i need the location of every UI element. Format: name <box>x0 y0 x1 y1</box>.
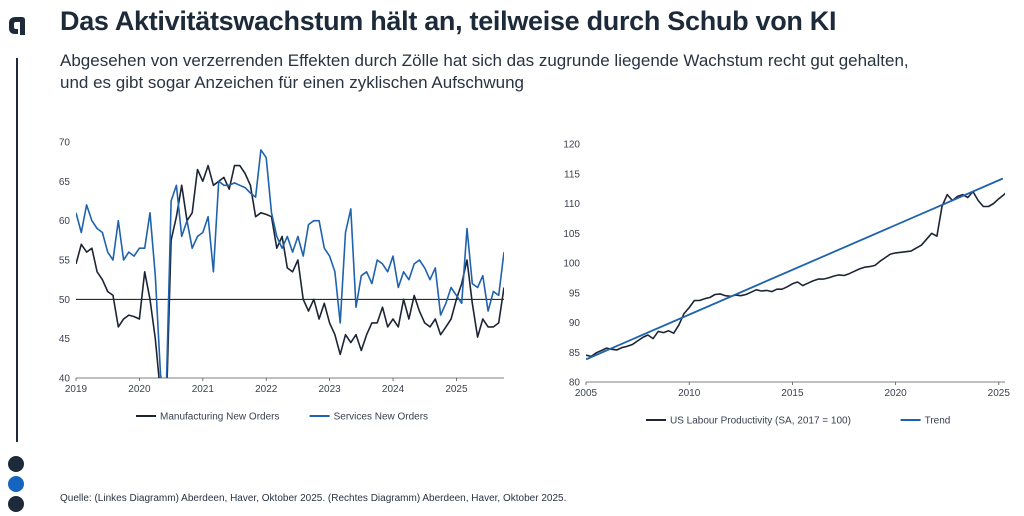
page-title: Das Aktivitätswachstum hält an, teilweis… <box>60 6 837 36</box>
nav-dot-3 <box>8 496 24 512</box>
legend-label: US Labour Productivity (SA, 2017 = 100) <box>670 416 851 427</box>
y-tick-label: 55 <box>59 256 71 267</box>
y-tick-label: 85 <box>569 348 581 359</box>
subtitle-line-1: Abgesehen von verzerrenden Effekten durc… <box>60 51 909 70</box>
y-tick-label: 65 <box>59 177 71 188</box>
x-tick-label: 2025 <box>445 384 468 395</box>
y-tick-label: 50 <box>59 295 71 306</box>
y-tick-label: 45 <box>59 334 71 345</box>
accent-divider-line <box>16 58 18 442</box>
y-tick-label: 70 <box>59 138 71 149</box>
y-tick-label: 120 <box>563 140 580 151</box>
x-tick-label: 2025 <box>988 388 1011 399</box>
x-tick-label: 2021 <box>192 384 215 395</box>
nav-dot-1 <box>8 456 24 472</box>
aberdeen-logo-icon <box>9 17 25 35</box>
y-tick-label: 95 <box>569 288 581 299</box>
series-line-services-new-orders <box>76 149 504 378</box>
chart-labour-productivity: 80 85 90 95 100 105 110 115 120 2005 2010 2015 2020 2… <box>563 140 1011 427</box>
y-tick-label: 100 <box>563 259 580 270</box>
x-tick-label: 2020 <box>884 388 907 399</box>
y-tick-label: 90 <box>569 318 581 329</box>
y-tick-label: 105 <box>563 229 580 240</box>
x-tick-label: 2010 <box>678 388 701 399</box>
y-tick-label: 40 <box>59 374 71 385</box>
chart-new-orders: 40 45 50 55 60 65 70 2019 2020 2021 2022 2023 2024 20… <box>59 138 504 423</box>
nav-dot-2 <box>8 476 24 492</box>
legend-label: Manufacturing New Orders <box>160 412 280 423</box>
legend-label: Services New Orders <box>334 412 428 423</box>
y-tick-label: 115 <box>564 169 580 180</box>
x-tick-label: 2023 <box>319 384 342 395</box>
page-subtitle: Abgesehen von verzerrenden Effekten durc… <box>60 50 1020 94</box>
source-note: Quelle: (Linkes Diagramm) Aberdeen, Have… <box>60 493 567 504</box>
y-tick-label: 80 <box>569 378 581 389</box>
y-tick-label: 60 <box>59 216 71 227</box>
x-tick-label: 2020 <box>128 384 151 395</box>
series-line-manufacturing-new-orders <box>76 164 504 378</box>
x-tick-label: 2015 <box>781 388 804 399</box>
x-tick-label: 2024 <box>382 384 405 395</box>
series-line-us-labour-productivity-sa-2017-100 <box>586 190 1005 358</box>
series-line-trend <box>586 177 1004 361</box>
x-tick-label: 2005 <box>575 388 598 399</box>
y-tick-label: 110 <box>564 199 580 210</box>
slide-nav-dots <box>8 456 24 516</box>
x-tick-label: 2022 <box>255 384 278 395</box>
x-tick-label: 2019 <box>65 384 88 395</box>
legend-label: Trend <box>925 416 951 427</box>
subtitle-line-2: und es gibt sogar Anzeichen für einen zy… <box>60 73 525 92</box>
